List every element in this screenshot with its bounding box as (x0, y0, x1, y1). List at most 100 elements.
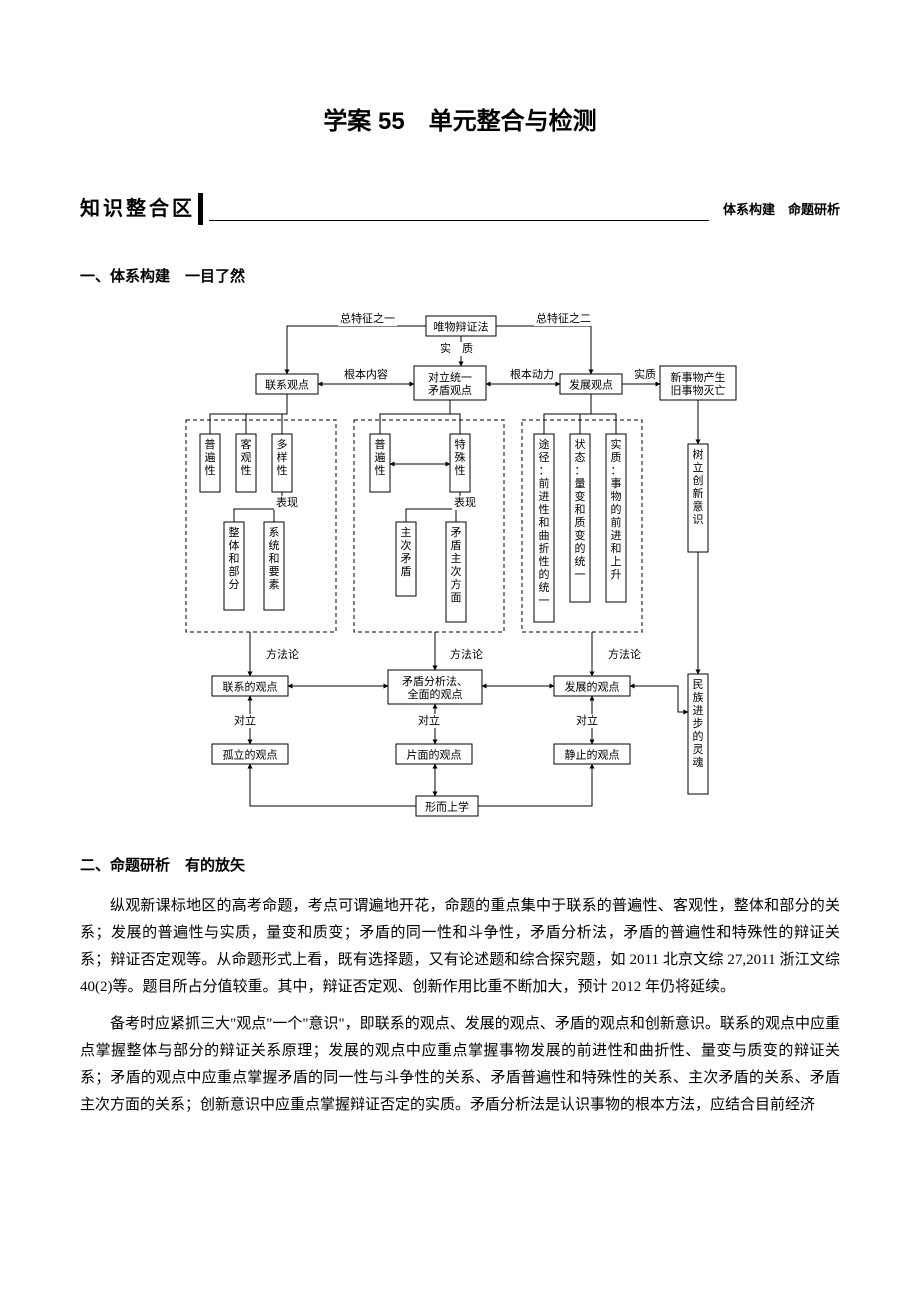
svg-text:前: 前 (539, 476, 550, 490)
svg-text:意: 意 (693, 499, 704, 513)
svg-text:和: 和 (611, 542, 622, 555)
svg-text:的: 的 (611, 502, 622, 516)
svg-text:普: 普 (205, 437, 216, 451)
svg-text:进: 进 (539, 490, 550, 503)
svg-text:曲: 曲 (539, 529, 550, 542)
svg-text:性: 性 (277, 463, 288, 477)
svg-text:进: 进 (693, 704, 704, 717)
svg-text:矛盾分析法、: 矛盾分析法、 (402, 674, 468, 688)
svg-text:整: 整 (229, 525, 240, 539)
svg-text:总特征之一: 总特征之一 (340, 311, 395, 325)
section-bar-label: 知识整合区 (80, 191, 201, 227)
svg-text:方法论: 方法论 (450, 647, 483, 661)
svg-text:的: 的 (693, 729, 704, 743)
svg-text:素: 素 (269, 578, 280, 591)
svg-text:矛盾观点: 矛盾观点 (428, 384, 472, 397)
svg-text:根本动力: 根本动力 (510, 367, 554, 381)
svg-text:质: 质 (611, 451, 622, 464)
svg-text:统: 统 (539, 581, 550, 594)
svg-text:统: 统 (575, 555, 586, 568)
svg-text:面: 面 (451, 592, 462, 604)
svg-text:：: ： (575, 465, 586, 477)
svg-text:多: 多 (277, 437, 288, 451)
svg-text:体: 体 (229, 538, 240, 552)
svg-text:事: 事 (611, 477, 622, 490)
svg-text:要: 要 (269, 565, 280, 578)
svg-text:一: 一 (539, 595, 550, 607)
svg-text:立: 立 (693, 460, 704, 474)
svg-text:普: 普 (375, 437, 386, 451)
svg-text:变: 变 (575, 528, 586, 542)
svg-text:性: 性 (241, 463, 252, 477)
paragraph-2: 备考时应紧抓三大"观点"一个"意识"，即联系的观点、发展的观点、矛盾的观点和创新… (80, 1011, 840, 1119)
svg-text:升: 升 (611, 568, 622, 581)
heading-2: 二、命题研析 有的放矢 (80, 852, 840, 879)
svg-text:观: 观 (241, 451, 252, 464)
section-bar-line (209, 220, 709, 221)
svg-text:性: 性 (539, 502, 550, 516)
svg-text:创: 创 (693, 474, 704, 487)
svg-text:上: 上 (611, 555, 622, 568)
svg-text:族: 族 (693, 690, 704, 704)
svg-text:总特征之二: 总特征之二 (536, 311, 591, 325)
svg-text:片面的观点: 片面的观点 (407, 748, 462, 762)
svg-text:性: 性 (205, 463, 216, 477)
svg-text:质: 质 (575, 516, 586, 529)
svg-text:殊: 殊 (455, 450, 466, 464)
svg-text:方法论: 方法论 (266, 647, 299, 661)
svg-text:识: 识 (693, 513, 704, 526)
svg-text:分: 分 (229, 578, 240, 591)
svg-text:旧事物灭亡: 旧事物灭亡 (671, 383, 726, 397)
svg-text:对立统一: 对立统一 (428, 370, 472, 384)
svg-text:的: 的 (539, 567, 550, 581)
svg-text:样: 样 (277, 450, 288, 464)
svg-text:树: 树 (693, 447, 704, 461)
svg-text:新事物产生: 新事物产生 (671, 370, 726, 384)
svg-text:灵: 灵 (693, 743, 704, 756)
heading-1: 一、体系构建 一目了然 (80, 263, 840, 290)
svg-text:次: 次 (401, 538, 412, 552)
svg-text:状: 状 (575, 437, 586, 451)
svg-text:前: 前 (611, 515, 622, 529)
svg-text:对立: 对立 (418, 713, 440, 727)
svg-text:发展的观点: 发展的观点 (565, 680, 620, 694)
svg-text:遍: 遍 (205, 451, 216, 464)
svg-text:实质: 实质 (634, 367, 656, 381)
svg-text:新: 新 (693, 486, 704, 500)
svg-text:表现: 表现 (454, 495, 476, 509)
svg-text:步: 步 (693, 717, 704, 730)
svg-text:对立: 对立 (576, 713, 598, 727)
svg-text:孤立的观点: 孤立的观点 (223, 748, 278, 762)
svg-text:矛: 矛 (401, 552, 412, 565)
svg-text:态: 态 (575, 451, 586, 464)
svg-text:矛: 矛 (451, 526, 462, 539)
svg-text:径: 径 (539, 451, 550, 464)
concept-diagram: 总特征之一总特征之二实 质根本内容根本动力实质表现表现方法论方法论方法论对立对立… (160, 304, 760, 824)
svg-text:全面的观点: 全面的观点 (408, 687, 463, 701)
svg-text:特: 特 (455, 437, 466, 451)
svg-text:客: 客 (241, 437, 252, 451)
svg-text:实: 实 (611, 437, 622, 451)
svg-text:性: 性 (539, 554, 550, 568)
paragraph-1: 纵观新课标地区的高考命题，考点可谓遍地开花，命题的重点集中于联系的普遍性、客观性… (80, 893, 840, 1001)
svg-text:主: 主 (451, 552, 462, 565)
svg-text:量: 量 (575, 477, 586, 490)
diagram-container: 总特征之一总特征之二实 质根本内容根本动力实质表现表现方法论方法论方法论对立对立… (160, 304, 760, 824)
svg-text:盾: 盾 (401, 565, 412, 578)
svg-text:根本内容: 根本内容 (344, 367, 388, 381)
svg-text:静止的观点: 静止的观点 (565, 748, 620, 762)
svg-text:折: 折 (539, 541, 550, 555)
svg-text:和: 和 (539, 516, 550, 529)
svg-text:联系观点: 联系观点 (265, 379, 309, 392)
svg-text:盾: 盾 (451, 539, 462, 552)
svg-text:形而上学: 形而上学 (425, 800, 469, 814)
svg-text:联系的观点: 联系的观点 (223, 680, 278, 694)
svg-text:和: 和 (269, 552, 280, 565)
svg-text:方: 方 (451, 577, 462, 591)
svg-text:魂: 魂 (693, 756, 704, 769)
svg-text:方法论: 方法论 (608, 647, 641, 661)
svg-text:实 质: 实 质 (440, 341, 473, 355)
svg-text:部: 部 (229, 564, 240, 578)
svg-text:和: 和 (575, 503, 586, 516)
svg-text:主: 主 (401, 526, 412, 539)
